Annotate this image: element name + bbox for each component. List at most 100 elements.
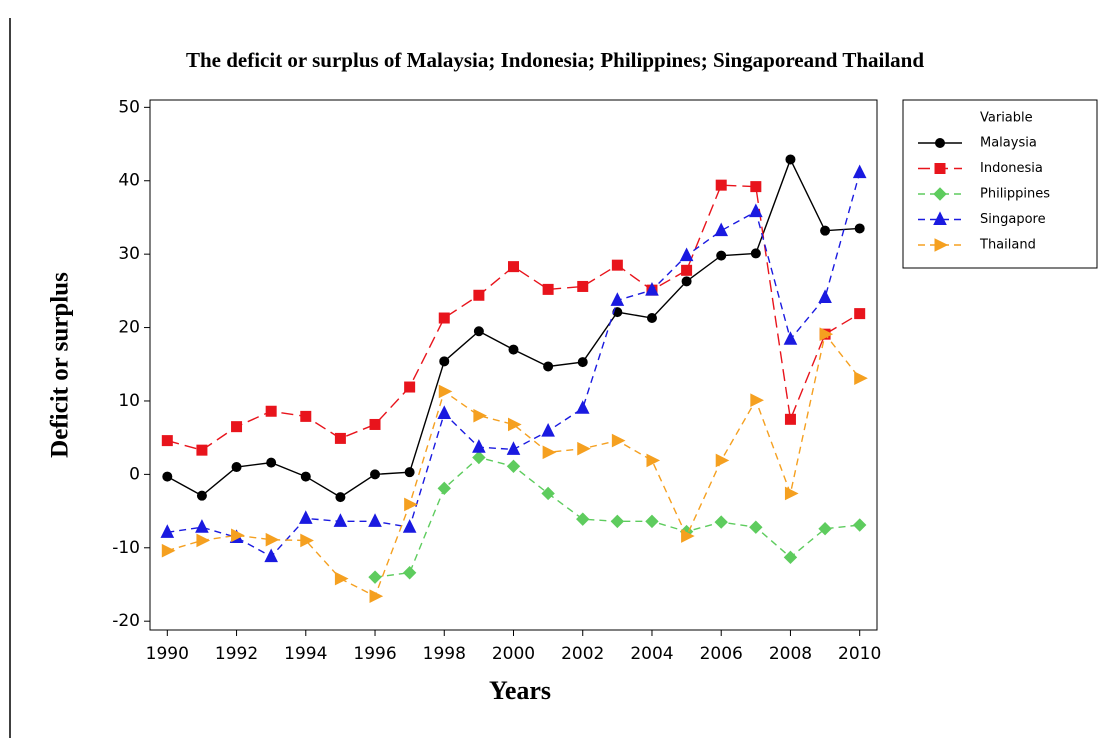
x-tick-label: 2004 (630, 644, 673, 664)
data-point (300, 471, 311, 482)
data-point (611, 433, 626, 448)
y-tick-label: 30 (118, 244, 140, 264)
data-point (439, 356, 450, 367)
y-tick-label: 50 (118, 97, 140, 117)
data-point (160, 524, 175, 538)
data-point (300, 410, 312, 422)
y-tick-label: -20 (112, 611, 140, 631)
data-point (264, 548, 278, 563)
data-point (852, 164, 867, 179)
data-point (506, 459, 521, 474)
data-point (576, 512, 590, 526)
data-point (473, 326, 484, 337)
data-point (402, 519, 417, 533)
data-point (437, 481, 451, 496)
data-point (749, 203, 763, 218)
y-tick-label: 10 (118, 391, 140, 411)
data-point (750, 181, 762, 193)
data-point (577, 357, 588, 368)
data-point (646, 313, 657, 324)
data-point (543, 361, 554, 372)
data-point (298, 510, 313, 524)
chart-title: The deficit or surplus of Malaysia; Indo… (186, 48, 924, 72)
data-point (231, 462, 242, 473)
data-point (611, 259, 623, 271)
data-point (610, 514, 625, 529)
series-line (167, 172, 861, 558)
x-tick-label: 2008 (769, 644, 812, 664)
y-tick-label: 0 (129, 464, 140, 484)
x-tick-label: 2006 (700, 644, 743, 664)
legend-label: Malaysia (980, 136, 1037, 151)
data-point (715, 453, 730, 468)
data-point (334, 571, 349, 586)
data-point (508, 417, 522, 432)
data-point (819, 327, 834, 341)
data-point (854, 371, 868, 386)
y-tick-label: 20 (118, 318, 140, 338)
data-point (231, 421, 243, 433)
data-point (820, 225, 831, 236)
x-tick-label: 2010 (838, 644, 881, 664)
data-point (438, 384, 453, 399)
data-point (161, 543, 176, 558)
data-point (784, 486, 799, 501)
legend-marker (933, 211, 947, 225)
data-point (679, 247, 694, 262)
legend-label: Singapore (980, 212, 1046, 227)
data-point (646, 453, 661, 468)
data-point (714, 515, 728, 529)
data-point (681, 264, 693, 276)
x-tick-label: 2002 (561, 644, 604, 664)
data-point (818, 289, 832, 303)
x-tick-label: 2000 (492, 644, 535, 664)
data-point (161, 435, 173, 447)
data-point (854, 223, 865, 234)
legend-marker (935, 138, 945, 148)
data-point (196, 444, 208, 456)
data-point (750, 393, 764, 408)
data-point (541, 422, 555, 437)
data-point (402, 566, 417, 580)
data-point (645, 514, 659, 529)
data-point (265, 532, 280, 547)
data-point (473, 408, 487, 423)
data-point (370, 469, 381, 480)
legend-marker (934, 163, 946, 174)
data-point (404, 497, 418, 512)
data-point (714, 222, 729, 237)
data-point (542, 445, 557, 460)
x-axis-label: Years (489, 676, 551, 705)
legend-label: Thailand (979, 238, 1036, 253)
data-point (784, 413, 796, 425)
data-point (716, 250, 727, 261)
legend-marker (933, 187, 947, 201)
x-tick-label: 1992 (215, 644, 258, 664)
data-point (749, 520, 763, 534)
data-point (577, 280, 589, 292)
data-point (437, 405, 452, 419)
data-point (681, 276, 692, 287)
data-point (473, 289, 485, 301)
data-point (852, 518, 867, 532)
legend-marker (934, 238, 949, 252)
legend-label: Indonesia (980, 161, 1043, 176)
data-point (785, 154, 796, 165)
data-point (265, 405, 277, 417)
data-point (266, 457, 277, 468)
data-point (575, 400, 590, 414)
legend-title: Variable (980, 111, 1033, 126)
x-tick-label: 1996 (353, 644, 396, 664)
x-tick-label: 1998 (423, 644, 466, 664)
data-point (195, 519, 209, 533)
x-tick-label: 1994 (284, 644, 327, 664)
data-point (472, 450, 486, 465)
data-point (472, 439, 486, 453)
data-point (610, 292, 625, 306)
data-point (818, 521, 832, 536)
data-point (506, 441, 521, 455)
data-point (162, 471, 173, 482)
data-point (334, 432, 346, 444)
data-point (196, 490, 207, 501)
data-point (508, 344, 519, 355)
